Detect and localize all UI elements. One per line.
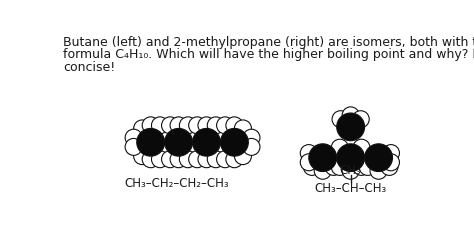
Circle shape bbox=[125, 129, 142, 146]
Circle shape bbox=[332, 111, 349, 128]
Circle shape bbox=[337, 113, 365, 141]
Circle shape bbox=[170, 151, 187, 168]
Circle shape bbox=[179, 151, 196, 168]
Circle shape bbox=[226, 117, 243, 134]
Circle shape bbox=[243, 139, 260, 155]
Circle shape bbox=[142, 117, 159, 134]
Text: CH₃–CH–CH₃: CH₃–CH–CH₃ bbox=[315, 182, 387, 195]
Circle shape bbox=[359, 158, 376, 175]
Circle shape bbox=[189, 117, 206, 134]
Text: Butane (left) and 2-methylpropane (right) are isomers, both with the chemical: Butane (left) and 2-methylpropane (right… bbox=[63, 36, 474, 49]
Circle shape bbox=[383, 145, 400, 161]
Circle shape bbox=[207, 151, 224, 168]
Circle shape bbox=[235, 120, 251, 137]
Circle shape bbox=[226, 151, 243, 168]
Circle shape bbox=[162, 151, 179, 168]
Circle shape bbox=[303, 158, 320, 175]
Circle shape bbox=[309, 144, 337, 172]
Circle shape bbox=[152, 151, 169, 168]
Circle shape bbox=[137, 128, 164, 156]
Circle shape bbox=[142, 151, 159, 168]
Circle shape bbox=[198, 117, 215, 134]
Circle shape bbox=[220, 128, 248, 156]
Circle shape bbox=[325, 158, 342, 175]
Text: CH₃: CH₃ bbox=[340, 164, 362, 177]
Circle shape bbox=[383, 154, 400, 171]
Circle shape bbox=[314, 162, 331, 179]
Circle shape bbox=[198, 151, 215, 168]
Circle shape bbox=[331, 158, 348, 175]
Circle shape bbox=[134, 148, 151, 165]
Circle shape bbox=[300, 154, 317, 171]
Circle shape bbox=[179, 117, 196, 134]
Circle shape bbox=[125, 139, 142, 155]
Circle shape bbox=[352, 111, 369, 128]
Circle shape bbox=[243, 129, 260, 146]
Circle shape bbox=[217, 151, 234, 168]
Circle shape bbox=[365, 144, 392, 172]
Circle shape bbox=[170, 117, 187, 134]
Circle shape bbox=[189, 151, 206, 168]
Circle shape bbox=[192, 128, 220, 156]
Circle shape bbox=[370, 162, 387, 179]
Circle shape bbox=[337, 144, 365, 172]
Circle shape bbox=[342, 107, 359, 124]
Circle shape bbox=[353, 158, 370, 175]
Circle shape bbox=[164, 128, 192, 156]
Circle shape bbox=[353, 139, 370, 156]
Circle shape bbox=[381, 158, 398, 175]
Circle shape bbox=[134, 120, 151, 137]
Text: CH₃–CH₂–CH₂–CH₃: CH₃–CH₂–CH₂–CH₃ bbox=[125, 177, 229, 190]
Circle shape bbox=[162, 117, 179, 134]
Text: concise!: concise! bbox=[63, 61, 115, 74]
Circle shape bbox=[300, 145, 317, 161]
Circle shape bbox=[152, 117, 169, 134]
Circle shape bbox=[207, 117, 224, 134]
Circle shape bbox=[342, 162, 359, 179]
Circle shape bbox=[331, 139, 348, 156]
Circle shape bbox=[217, 117, 234, 134]
Circle shape bbox=[235, 148, 251, 165]
Text: formula C₄H₁₀. Which will have the higher boiling point and why? Please be: formula C₄H₁₀. Which will have the highe… bbox=[63, 48, 474, 61]
